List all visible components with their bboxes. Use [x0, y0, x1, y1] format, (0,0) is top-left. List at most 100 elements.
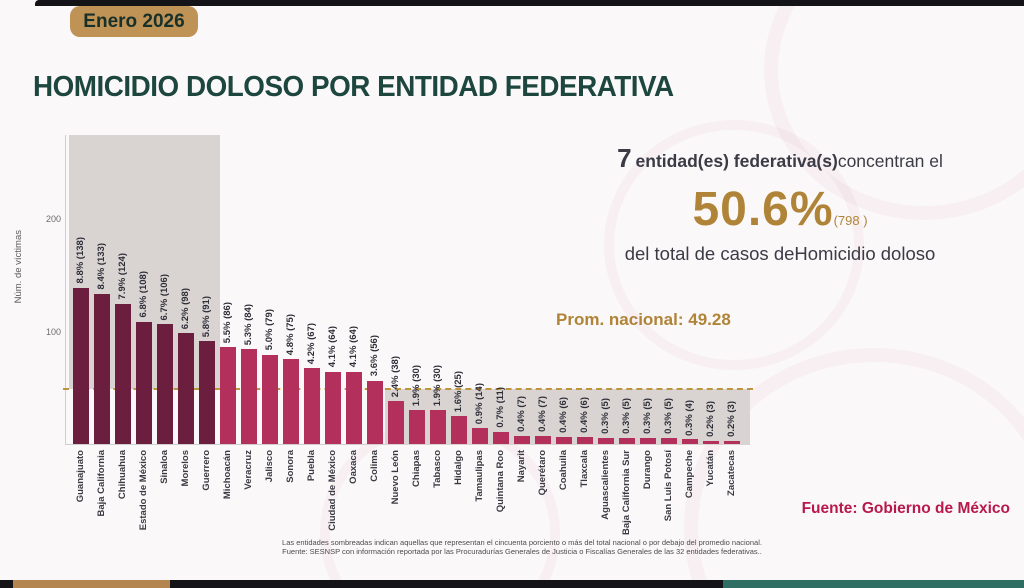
x-axis-label-Guanajuato: Guanajuato: [75, 450, 86, 503]
bar-value-label: 0.3% (5): [621, 398, 632, 435]
bar-value-label: 0.7% (11): [495, 386, 506, 428]
bar-value-label: 8.4% (133): [96, 243, 107, 290]
stats-line-count: 7 entidad(es) federativa(s)concentran el: [545, 143, 1015, 174]
x-axis-label-Veracruz: Veracruz: [243, 450, 254, 490]
bar-value-label: 0.9% (14): [474, 382, 485, 425]
stats-count-suffix: concentran el: [837, 151, 943, 171]
bar-Zacatecas: [724, 440, 740, 444]
page-title: HOMICIDIO DOLOSO POR ENTIDAD FEDERATIVA: [33, 71, 674, 103]
bar-Durango: [640, 438, 656, 444]
national-average-label: Prom. nacional: 49.28: [556, 310, 731, 329]
bar-value-label: 0.3% (5): [600, 398, 611, 435]
x-axis-label-Morelos: Morelos: [180, 450, 191, 487]
x-axis-label-Puebla: Puebla: [306, 450, 317, 482]
x-axis-label-Baja California Sur: Baja California Sur: [621, 450, 632, 535]
national-average-line: [63, 388, 753, 391]
bar-Estado de México: [136, 321, 152, 444]
footnote: Las entidades sombreadas indican aquella…: [242, 538, 802, 556]
bar-value-label: 4.8% (75): [285, 313, 296, 356]
bar-Coahuila: [556, 437, 572, 444]
bar-Sonora: [283, 359, 299, 444]
x-axis-label-Guerrero: Guerrero: [201, 450, 212, 491]
footnote-line-1: Las entidades sombreadas indican aquella…: [282, 538, 762, 547]
bar-value-label: 0.4% (7): [516, 396, 527, 433]
x-axis-label-Jalisco: Jalisco: [264, 450, 275, 483]
bar-value-label: 6.7% (106): [159, 273, 170, 321]
homicide-bar-chart: Núm. de víctimas 100 200 8.8% (138) Guanaju…: [13, 135, 753, 535]
x-axis-label-Ciudad de México: Ciudad de México: [327, 450, 338, 531]
x-axis-label-Baja California: Baja California: [96, 450, 107, 517]
top-border-bar: [35, 0, 1024, 6]
x-axis-label-Nayarit: Nayarit: [516, 450, 527, 483]
x-axis-label-Tabasco: Tabasco: [432, 450, 443, 488]
bar-Veracruz: [241, 348, 257, 444]
y-axis-tick: 200: [45, 213, 61, 224]
bar-value-label: 5.3% (84): [243, 303, 254, 345]
plot-area: 100 200 8.8% (138) Guanajuato 8.4% (133) Baja…: [46, 135, 753, 535]
bar-value-label: 0.2% (3): [705, 400, 716, 437]
bar-value-label: 5.8% (91): [201, 295, 212, 338]
x-axis-label-Yucatán: Yucatán: [705, 450, 716, 487]
bar-Chihuahua: [115, 303, 131, 444]
stats-count: 7: [617, 143, 632, 173]
stats-percent-detail: (798 ): [833, 213, 868, 228]
x-axis-label-Zacatecas: Zacatecas: [726, 450, 737, 496]
x-axis-label-Hidalgo: Hidalgo: [453, 450, 464, 485]
x-axis-label-Michoacán: Michoacán: [222, 450, 233, 500]
x-axis-label-Chiapas: Chiapas: [411, 450, 422, 487]
x-axis-label-San Luis Potosí: San Luis Potosí: [663, 450, 674, 522]
bar-value-label: 4.2% (67): [306, 323, 317, 365]
stats-line-percent: 50.6%(798 ): [545, 182, 1015, 237]
bar-Oaxaca: [346, 371, 362, 444]
x-axis-label-Durango: Durango: [642, 450, 653, 490]
x-axis-label-Tamaulipas: Tamaulipas: [474, 450, 485, 502]
bar-Campeche: [682, 439, 698, 444]
bar-value-label: 0.3% (4): [684, 399, 695, 436]
bar-Guerrero: [199, 341, 215, 444]
bar-Ciudad de México: [325, 371, 341, 444]
x-axis-label-Chihuahua: Chihuahua: [117, 450, 128, 500]
bar-Nuevo León: [388, 401, 404, 444]
bar-value-label: 0.3% (5): [663, 398, 674, 435]
bar-Colima: [367, 380, 383, 444]
bar-Aguascalientes: [598, 438, 614, 444]
x-axis-label-Sinaloa: Sinaloa: [159, 450, 170, 484]
bar-Tlaxcala: [577, 437, 593, 444]
bar-Chiapas: [409, 410, 425, 444]
date-badge-label: Enero 2026: [83, 10, 185, 32]
bar-value-label: 1.9% (30): [432, 364, 443, 407]
footnote-line-2: Fuente: SESNSP con información reportada…: [282, 547, 762, 556]
stats-count-label: entidad(es) federativa(s): [635, 151, 838, 171]
bar-value-label: 0.2% (3): [726, 400, 737, 437]
bar-Michoacán: [220, 346, 236, 444]
x-axis-label-Tlaxcala: Tlaxcala: [579, 450, 590, 488]
bar-Morelos: [178, 333, 194, 444]
x-axis-label-Quintana Roo: Quintana Roo: [495, 450, 506, 513]
bar-value-label: 1.9% (30): [411, 364, 422, 407]
bar-Baja California: [94, 293, 110, 444]
bar-value-label: 1.6% (25): [453, 370, 464, 412]
stats-line-total: del total de casos deHomicidio doloso: [545, 243, 1015, 265]
bar-Guanajuato: [73, 287, 89, 444]
bar-value-label: 0.4% (7): [537, 396, 548, 433]
x-axis-label-Nuevo León: Nuevo León: [390, 450, 401, 505]
bar-Hidalgo: [451, 415, 467, 444]
bar-Nayarit: [514, 436, 530, 444]
bar-value-label: 4.1% (64): [327, 326, 338, 368]
bar-value-label: 0.4% (6): [558, 397, 569, 434]
bar-San Luis Potosí: [661, 438, 677, 444]
bar-Yucatán: [703, 440, 719, 444]
x-axis-label-Aguascalientes: Aguascalientes: [600, 450, 611, 520]
bar-Puebla: [304, 368, 320, 444]
x-axis-label-Querétaro: Querétaro: [537, 450, 548, 496]
date-badge: Enero 2026: [70, 6, 198, 37]
bar-Quintana Roo: [493, 431, 509, 444]
bottom-bar-teal-segment: [723, 580, 1024, 588]
bar-value-label: 3.6% (56): [369, 335, 380, 377]
x-axis-label-Sonora: Sonora: [285, 450, 296, 483]
stats-crime-label: Homicidio doloso: [794, 243, 936, 264]
bar-value-label: 4.1% (64): [348, 326, 359, 368]
bar-value-label: 0.3% (5): [642, 398, 653, 435]
bar-Tabasco: [430, 410, 446, 444]
